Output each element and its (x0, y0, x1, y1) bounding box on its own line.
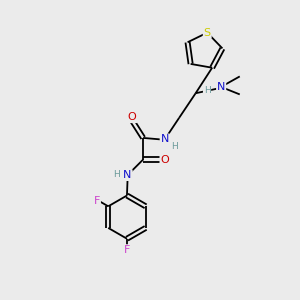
Text: N: N (123, 170, 132, 180)
Text: H: H (204, 86, 210, 95)
Text: O: O (160, 154, 169, 164)
Text: F: F (124, 245, 130, 255)
Text: F: F (94, 196, 100, 206)
Text: H: H (171, 142, 178, 151)
Text: N: N (160, 134, 169, 144)
Text: O: O (128, 112, 136, 122)
Text: H: H (113, 170, 119, 179)
Text: N: N (217, 82, 225, 92)
Text: S: S (204, 28, 211, 38)
